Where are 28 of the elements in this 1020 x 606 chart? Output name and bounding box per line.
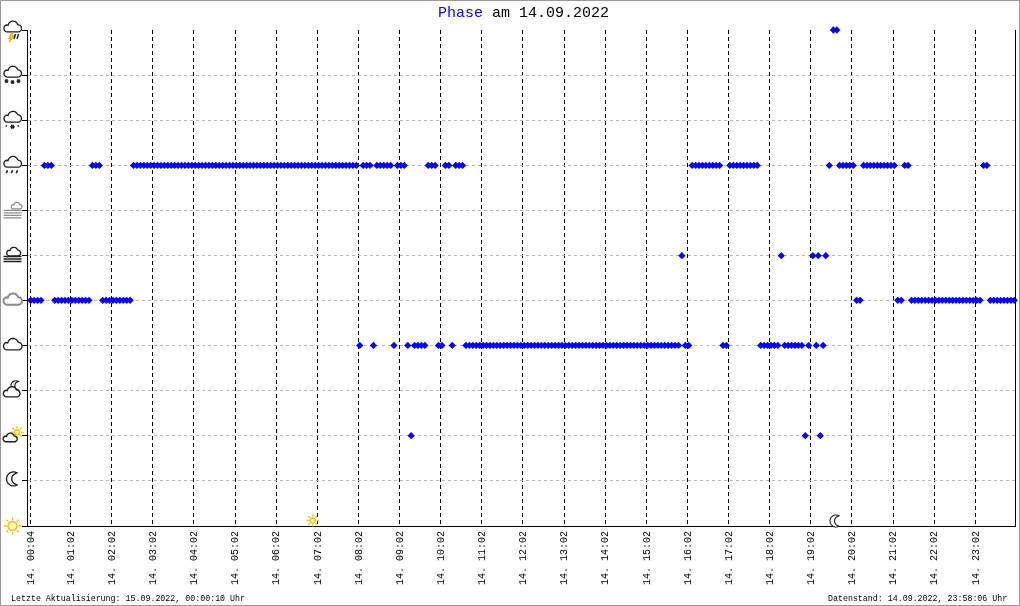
x-tick-label: 14. 13:02 <box>559 531 571 586</box>
x-tick-label: 14. 03:02 <box>148 531 159 586</box>
x-tick-label: 14. 05:02 <box>230 531 242 586</box>
x-tick-label: 14. 08:02 <box>353 531 365 586</box>
x-tick-label: 14. 20:02 <box>847 531 859 586</box>
x-tick-label: 14. 23:02 <box>970 531 982 586</box>
x-tick-label: 14. 00:04 <box>25 531 37 586</box>
x-tick-label: 14. 04:02 <box>189 531 201 586</box>
x-tick-label: 14. 07:02 <box>312 531 324 586</box>
x-tick-label: 14. 02:02 <box>106 531 118 586</box>
x-tick-label: 14. 22:02 <box>929 531 941 586</box>
x-tick-label: 14. 16:02 <box>682 531 694 586</box>
x-tick-label: 14. 12:02 <box>518 531 530 586</box>
x-tick-label: 14. 18:02 <box>764 531 776 586</box>
x-tick-label: 14. 01:02 <box>65 531 77 586</box>
text: Phase <box>438 5 484 22</box>
x-tick-label: 14. 21:02 <box>888 531 900 586</box>
x-tick-label: 14. 15:02 <box>641 531 653 586</box>
text: Datenstand: 14.09.2022, 23:58:06 Uhr <box>828 594 1008 603</box>
x-tick-label: 14. 17:02 <box>723 531 735 586</box>
x-tick-label: 14. 09:02 <box>394 531 406 586</box>
x-tick-label: 14. 11:02 <box>477 531 488 586</box>
chart-title: am 14.09.2022 <box>492 5 610 22</box>
text: Letzte Aktualisierung: 15.09.2022, 00:00:10 Uhr <box>11 594 246 603</box>
x-tick-label: 14. 06:02 <box>271 531 283 586</box>
x-tick-label: 14. 19:02 <box>806 531 817 586</box>
x-tick-label: 14. 14:02 <box>600 531 612 586</box>
x-tick-label: 14. 10:02 <box>435 531 447 586</box>
